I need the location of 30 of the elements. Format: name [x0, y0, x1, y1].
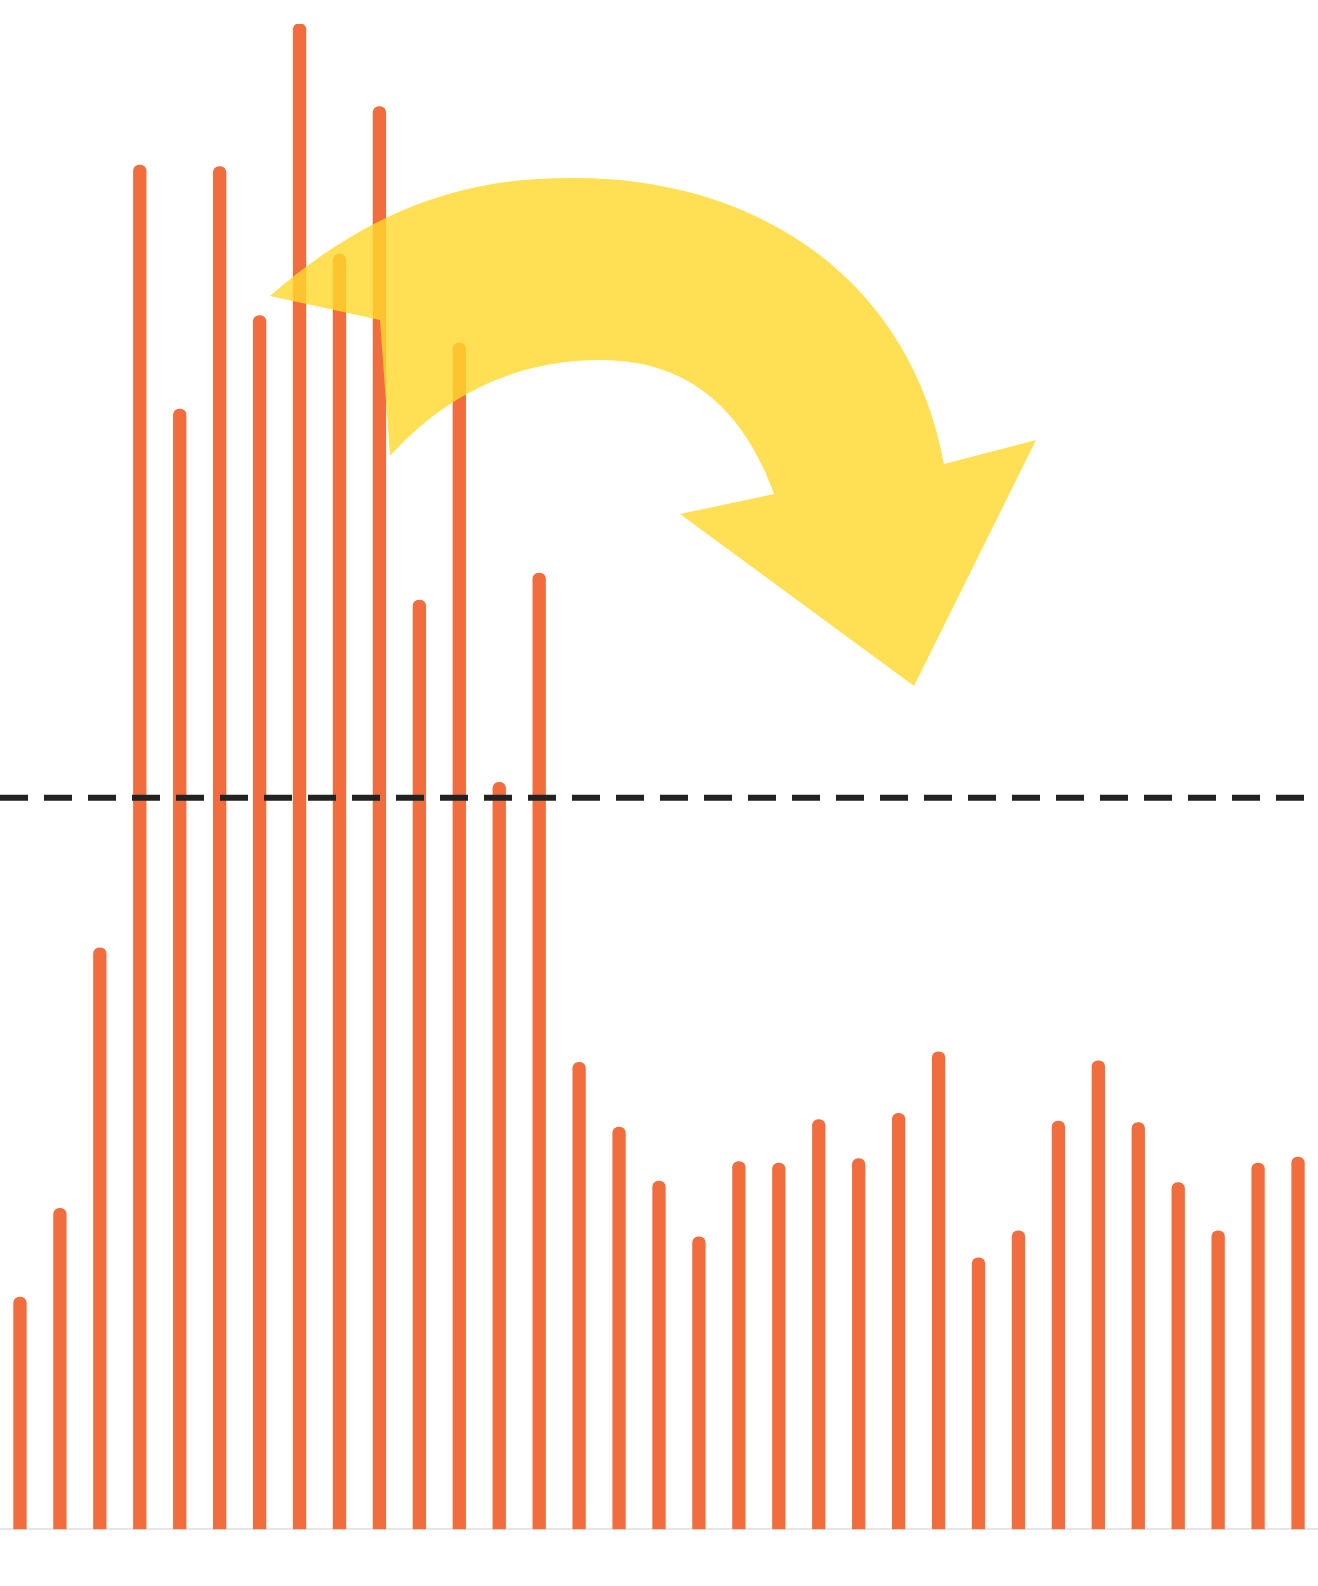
- bar: [292, 24, 307, 1530]
- bar: [173, 408, 187, 1530]
- bar: [213, 166, 227, 1530]
- bar: [1251, 1162, 1265, 1530]
- bar: [852, 1158, 866, 1530]
- bar: [732, 1161, 746, 1530]
- bar: [572, 1061, 586, 1530]
- bar: [772, 1162, 786, 1530]
- bar: [692, 1236, 706, 1530]
- bar: [1291, 1156, 1305, 1530]
- bar: [971, 1257, 986, 1530]
- bar: [1091, 1060, 1105, 1530]
- bar: [1051, 1120, 1066, 1530]
- bar: [1211, 1230, 1225, 1530]
- bar: [492, 781, 506, 1530]
- bar: [891, 1113, 906, 1530]
- bar: [133, 164, 147, 1530]
- bar: [1171, 1182, 1185, 1530]
- bar: [93, 947, 107, 1530]
- bar: [13, 1296, 27, 1530]
- bar: [1011, 1230, 1026, 1530]
- bar: [612, 1126, 626, 1530]
- bar: [931, 1051, 946, 1530]
- bar: [1131, 1122, 1145, 1530]
- bar: [812, 1119, 826, 1530]
- bar: [53, 1207, 67, 1530]
- bar: [412, 599, 427, 1530]
- bar: [252, 315, 267, 1530]
- bar: [532, 572, 546, 1530]
- bar: [652, 1180, 666, 1530]
